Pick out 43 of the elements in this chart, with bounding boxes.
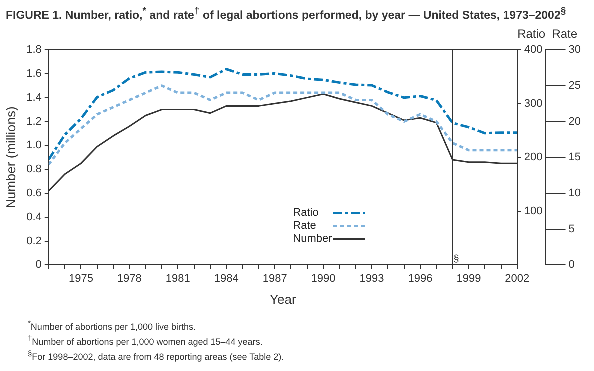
- legend-label: Ratio: [293, 207, 319, 220]
- y-axis-title: Number (millions): [3, 106, 18, 209]
- y3-tick-label: 30: [568, 44, 582, 56]
- ref-line-label: §: [454, 254, 460, 266]
- y3-tick-label: 25: [568, 80, 582, 92]
- y-tick-label: 1.4: [26, 92, 42, 104]
- y2-tick-label: 400: [524, 44, 543, 56]
- y-tick-label: 0.4: [26, 211, 42, 224]
- y-tick-label: 0.6: [26, 188, 42, 200]
- x-tick-label: 1996: [408, 272, 433, 285]
- text: $^{*}$Number of abortions per 1,000 live births.: [28, 318, 198, 333]
- y-tick-label: 0: [36, 259, 42, 272]
- x-tick-label: 1975: [68, 272, 94, 285]
- x-tick-label: 1981: [166, 272, 190, 285]
- y2-tick-label: 200: [524, 152, 543, 164]
- legend-label: Number: [293, 233, 333, 246]
- y-tick-label: 0.2: [26, 235, 42, 248]
- y3-tick-label: 10: [568, 188, 582, 200]
- y3-tick-label: 15: [568, 152, 582, 164]
- x-tick-label: 1984: [214, 272, 239, 285]
- text: $^{†}$Number of abortions per 1,000 women aged 15–44 years.: [28, 333, 264, 348]
- chart-title: FIGURE 1. Number, ratio,$^{*}$ and rate$^{†}$ of legal abortions performed, by year — United States, 1973–2002$^{§}$: [6, 6, 566, 22]
- x-tick-label: 1993: [360, 272, 384, 285]
- x-tick-label: 1999: [456, 272, 482, 285]
- x-tick-label: 1987: [262, 272, 288, 285]
- y3-tick-label: 5: [568, 223, 575, 236]
- y-tick-label: 1.6: [26, 68, 42, 80]
- legend-label: Rate: [293, 220, 316, 232]
- y-tick-label: 1.8: [26, 44, 42, 56]
- x-axis-title: Year: [270, 292, 297, 307]
- y2-tick-label: 300: [524, 98, 543, 110]
- y-tick-label: 1.2: [26, 116, 42, 128]
- x-tick-label: 1990: [311, 272, 336, 285]
- y-tick-label: 1.0: [26, 140, 42, 152]
- y2-axis-title: Ratio: [518, 27, 546, 41]
- x-tick-label: 2002: [505, 272, 530, 285]
- y3-tick-label: 20: [568, 116, 582, 128]
- y-tick-label: 0.8: [26, 164, 42, 176]
- y3-tick-label: 0: [568, 259, 575, 272]
- text: $^{§}$For 1998–2002, data are from 48 reporting areas (see Table 2).: [28, 348, 284, 363]
- x-tick-label: 1978: [117, 272, 142, 285]
- y3-axis-title: Rate: [552, 27, 578, 41]
- y2-tick-label: 100: [524, 205, 543, 218]
